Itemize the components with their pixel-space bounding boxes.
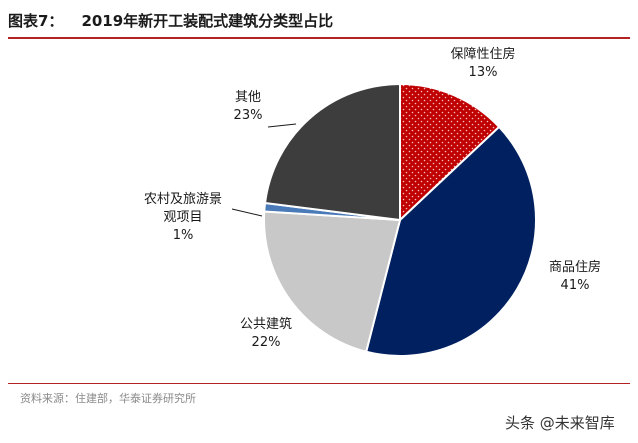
chart-title: 2019年新开工装配式建筑分类型占比 [81, 12, 334, 30]
source-note: 资料来源：住建部，华泰证券研究所 [20, 392, 196, 405]
leader-line-5 [267, 123, 297, 128]
pie-slice-5 [263, 82, 401, 222]
slice-label-4-line-1: 农村及旅游景 [144, 192, 222, 207]
slice-label-4-line-2: 观项目 [163, 210, 202, 225]
leader-line-4 [231, 208, 263, 217]
footer-divider [8, 383, 630, 384]
slice-label-2-line-1: 商品住房 [549, 259, 601, 275]
pie-slice-1 [399, 82, 501, 223]
watermark: 头条 @未来智库 [505, 414, 615, 432]
slice-label-5-line-1: 其他 [235, 90, 261, 105]
slice-value-2: 41% [561, 278, 590, 293]
header-divider [8, 37, 630, 39]
slice-value-5: 23% [234, 108, 263, 123]
slice-label-3-line-1: 公共建筑 [240, 316, 292, 332]
slice-value-4: 1% [173, 228, 194, 243]
slice-value-3: 22% [252, 335, 281, 350]
pie-slice-2 [364, 125, 537, 357]
slice-label-1-line-1: 保障性住房 [450, 46, 515, 62]
figure-label: 图表7： [8, 12, 64, 30]
chart-header: 图表7： 2019年新开工装配式建筑分类型占比 [8, 10, 333, 31]
slice-value-1: 13% [469, 65, 498, 80]
pie-slice-3 [263, 210, 402, 353]
